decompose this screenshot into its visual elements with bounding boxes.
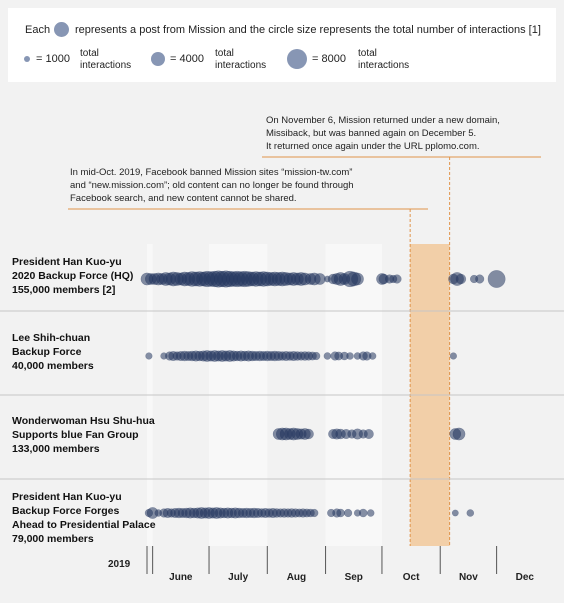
legend-caption-line: interactions bbox=[215, 60, 267, 71]
row-label-line: Ahead to Presidential Palace bbox=[12, 519, 156, 531]
month-tick-label: Oct bbox=[403, 572, 420, 583]
row-label-line: Wonderwoman Hsu Shu-hua bbox=[12, 415, 155, 427]
legend-value-8000: = 8000 bbox=[312, 53, 346, 65]
row-label-line: 40,000 members bbox=[12, 360, 94, 372]
post-dot bbox=[310, 508, 319, 518]
x-axis: June July Aug Sep Oct Nov Dec 2019 bbox=[108, 546, 534, 583]
post-dots bbox=[140, 270, 506, 519]
row-label-line: 2020 Backup Force (HQ) bbox=[12, 270, 134, 282]
row-label-line: 79,000 members bbox=[12, 533, 94, 545]
row-label-hsu: Wonderwoman Hsu Shu-hua Supports blue Fa… bbox=[12, 414, 155, 456]
row-label-line: Supports blue Fan Group bbox=[12, 429, 139, 441]
post-dot bbox=[303, 428, 314, 440]
post-dot bbox=[449, 352, 457, 360]
month-tick-label: June bbox=[169, 572, 193, 583]
legend-caption-8000: total interactions bbox=[358, 48, 409, 72]
post-dot bbox=[343, 508, 353, 518]
post-dot bbox=[368, 352, 377, 360]
legend-caption-1000: total interactions bbox=[80, 48, 131, 72]
row-label-line: Lee Shih-chuan bbox=[12, 332, 91, 344]
annotation-october: In mid-Oct. 2019, Facebook banned Missio… bbox=[70, 166, 354, 205]
legend-circle-1000 bbox=[24, 56, 30, 62]
legend-caption-line: interactions bbox=[80, 60, 132, 71]
annotation-line: Missiback, but was banned again on Decem… bbox=[266, 128, 477, 139]
row-label-line: Backup Force bbox=[12, 346, 82, 358]
post-dot bbox=[366, 509, 375, 517]
annotation-november: On November 6, Mission returned under a … bbox=[266, 114, 500, 153]
legend-caption-line: interactions bbox=[358, 60, 410, 71]
post-dot bbox=[475, 274, 485, 284]
row-label-line: President Han Kuo-yu bbox=[12, 491, 122, 503]
post-dot bbox=[351, 272, 364, 286]
legend-description: represents a post from Mission and the c… bbox=[75, 24, 541, 36]
annotation-line: In mid-Oct. 2019, Facebook banned Missio… bbox=[70, 167, 353, 178]
month-tick-label: Nov bbox=[459, 572, 478, 583]
row-label-line: 155,000 members [2] bbox=[12, 284, 116, 296]
post-dot bbox=[363, 429, 374, 439]
legend-sample-circle bbox=[54, 22, 69, 37]
legend-caption-line: total bbox=[80, 48, 99, 59]
post-dot bbox=[392, 274, 402, 284]
row-label-line: Backup Force Forges bbox=[12, 505, 120, 517]
row-label-han-forges: President Han Kuo-yu Backup Force Forges… bbox=[12, 490, 156, 546]
month-tick-label: Aug bbox=[287, 572, 306, 583]
legend-each: Each bbox=[25, 24, 51, 36]
legend-circle-8000 bbox=[287, 49, 307, 69]
post-dot bbox=[452, 427, 466, 441]
legend-value-1000: = 1000 bbox=[36, 53, 70, 65]
annotation-line: On November 6, Mission returned under a … bbox=[266, 115, 500, 126]
post-dot bbox=[314, 273, 326, 285]
post-dot bbox=[455, 273, 467, 285]
year-label: 2019 bbox=[108, 559, 131, 570]
month-tick-label: Sep bbox=[345, 572, 363, 583]
post-dot bbox=[323, 352, 332, 360]
annotation-line: and “new.mission.com”; old content can n… bbox=[70, 180, 354, 191]
legend-value-4000: = 4000 bbox=[170, 53, 204, 65]
annotation-line: Facebook search, and new content cannot … bbox=[70, 193, 297, 204]
post-dot bbox=[487, 270, 506, 288]
post-dot bbox=[336, 508, 345, 518]
row-label-line: 133,000 members bbox=[12, 443, 100, 455]
legend-circle-4000 bbox=[151, 52, 165, 66]
legend-caption-4000: total interactions bbox=[215, 48, 266, 72]
row-label-lee: Lee Shih-chuan Backup Force 40,000 membe… bbox=[12, 331, 94, 373]
month-tick-label: July bbox=[228, 572, 248, 583]
row-label-line: President Han Kuo-yu bbox=[12, 256, 122, 268]
annotation-line: It returned once again under the URL ppl… bbox=[266, 141, 480, 152]
post-dot bbox=[451, 509, 459, 517]
post-dot bbox=[358, 508, 368, 518]
post-dot bbox=[346, 352, 354, 360]
post-dot bbox=[466, 509, 475, 517]
legend-caption-line: total bbox=[358, 48, 377, 59]
legend: Each represents a post from Mission and … bbox=[8, 8, 556, 82]
post-dot bbox=[312, 351, 321, 361]
post-dot bbox=[145, 352, 153, 360]
month-tick-label: Dec bbox=[516, 572, 535, 583]
row-label-han-hq: President Han Kuo-yu 2020 Backup Force (… bbox=[12, 255, 133, 297]
legend-caption-line: total bbox=[215, 48, 234, 59]
row-separators bbox=[0, 310, 564, 480]
